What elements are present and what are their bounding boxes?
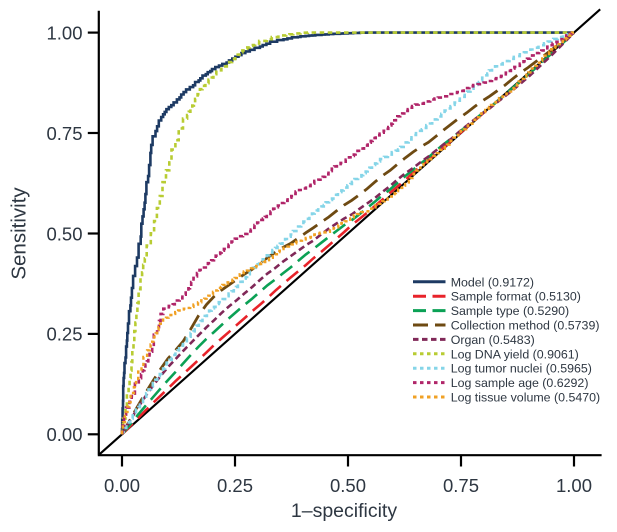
svg-text:Sample type (0.5290): Sample type (0.5290) bbox=[451, 304, 569, 318]
svg-text:Collection method (0.5739): Collection method (0.5739) bbox=[451, 319, 600, 333]
svg-text:Sensitivity: Sensitivity bbox=[8, 187, 31, 280]
svg-text:1–specificity: 1–specificity bbox=[291, 500, 397, 522]
svg-text:Log tumor nuclei (0.5965): Log tumor nuclei (0.5965) bbox=[451, 362, 592, 376]
svg-text:0.25: 0.25 bbox=[46, 324, 82, 345]
svg-text:Model (0.9172): Model (0.9172) bbox=[451, 275, 534, 289]
svg-text:Sample format (0.5130): Sample format (0.5130) bbox=[451, 290, 581, 304]
svg-text:0.25: 0.25 bbox=[217, 475, 253, 496]
svg-text:0.50: 0.50 bbox=[46, 223, 82, 244]
svg-text:0.00: 0.00 bbox=[104, 475, 140, 496]
svg-text:Log sample age (0.6292): Log sample age (0.6292) bbox=[451, 376, 589, 390]
svg-text:0.50: 0.50 bbox=[330, 475, 366, 496]
svg-text:1.00: 1.00 bbox=[46, 22, 82, 43]
svg-text:1.00: 1.00 bbox=[556, 475, 592, 496]
svg-text:Log tissue volume (0.5470): Log tissue volume (0.5470) bbox=[451, 391, 600, 405]
svg-text:0.00: 0.00 bbox=[46, 424, 82, 445]
svg-text:Log DNA yield (0.9061): Log DNA yield (0.9061) bbox=[451, 347, 579, 361]
svg-text:0.75: 0.75 bbox=[46, 123, 82, 144]
svg-text:Organ (0.5483): Organ (0.5483) bbox=[451, 333, 535, 347]
svg-text:0.75: 0.75 bbox=[443, 475, 479, 496]
